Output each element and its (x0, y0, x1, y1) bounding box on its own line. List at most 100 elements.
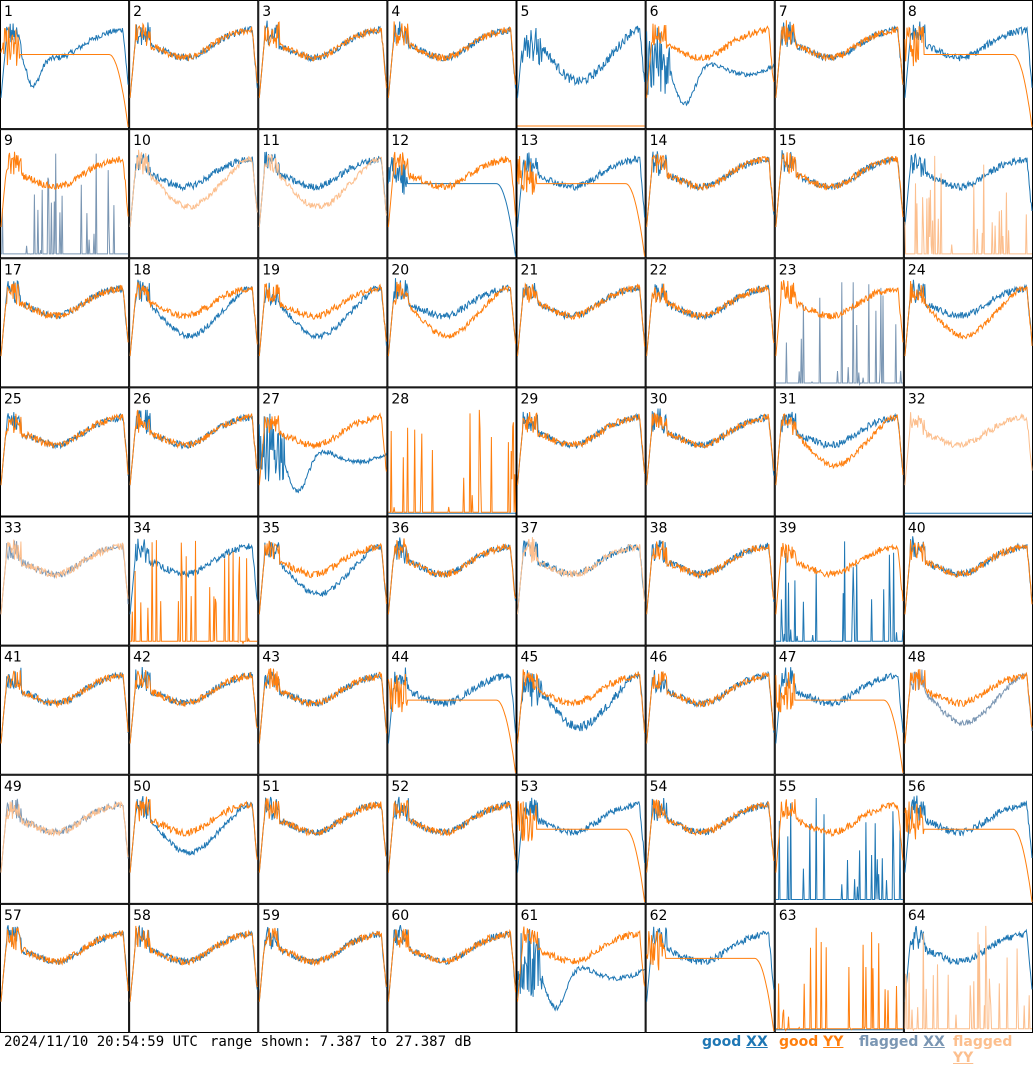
panel-frame (129, 0, 259, 130)
series-yy-line (775, 20, 904, 98)
panel-frame (645, 903, 775, 1033)
panel-label: 28 (391, 391, 409, 407)
panel-label: 54 (650, 779, 668, 795)
panel-31: 31 (774, 387, 904, 517)
panel-64: 64 (903, 903, 1033, 1033)
panel-label: 20 (391, 262, 409, 278)
panel-24: 24 (903, 258, 1033, 388)
panel-41: 41 (0, 645, 130, 775)
panel-label: 39 (779, 521, 797, 537)
series-xx-line (775, 541, 904, 642)
panel-9: 9 (0, 129, 130, 259)
panel-44: 44 (387, 645, 517, 775)
series-yy-line (904, 540, 1033, 615)
timestamp: 2024/11/10 20:54:59 UTC (4, 1034, 198, 1050)
panel-13: 13 (516, 129, 646, 259)
panel-label: 36 (391, 521, 409, 537)
panel-label: 61 (521, 908, 539, 924)
series-yy-line (904, 155, 1032, 255)
series-yy-line (904, 26, 1033, 128)
panel-label: 44 (391, 650, 409, 666)
panel-label: 33 (4, 521, 22, 537)
series-yy-line (646, 412, 775, 486)
series-yy-line (0, 413, 129, 486)
panel-label: 5 (521, 4, 530, 20)
panel-label: 60 (391, 908, 409, 924)
panel-label: 41 (4, 650, 22, 666)
series-yy-line (517, 801, 646, 902)
panel-21: 21 (516, 258, 646, 388)
series-xx-line (775, 797, 903, 900)
panel-label: 46 (650, 650, 668, 666)
panel-frame (0, 903, 130, 1033)
panel-label: 42 (133, 650, 151, 666)
series-yy-line (904, 412, 1033, 486)
series-yy-line (646, 799, 775, 873)
series-xx-line (517, 797, 646, 873)
series-xx-line (904, 669, 1033, 744)
series-yy-line (258, 798, 387, 873)
panel-frame (387, 516, 517, 646)
panel-35: 35 (258, 516, 388, 646)
panel-frame (645, 774, 775, 904)
panel-frame (903, 387, 1033, 517)
panel-5: 5 (516, 0, 646, 130)
series-yy-line (646, 153, 775, 228)
series-xx-line (258, 413, 387, 494)
series-yy-line (0, 800, 129, 873)
series-yy-line (775, 927, 903, 1032)
panel-frame (0, 0, 130, 130)
panel-frame (0, 774, 130, 904)
panel-label: 24 (908, 262, 926, 278)
panel-frame (774, 387, 904, 517)
panel-4: 4 (387, 0, 517, 130)
panel-label: 55 (779, 779, 797, 795)
panel-frame (645, 645, 775, 775)
panel-frame (258, 774, 388, 904)
series-xx-line (517, 928, 645, 1012)
panel-label: 9 (4, 133, 13, 149)
panel-label: 32 (908, 391, 926, 407)
panel-frame (258, 903, 388, 1033)
panel-label: 17 (4, 262, 22, 278)
panel-frame (0, 258, 130, 388)
panel-frame (258, 645, 388, 775)
series-yy-line (387, 800, 516, 873)
series-yy-line (904, 801, 1033, 902)
legend-good-yy: good YY (779, 1034, 844, 1050)
panel-frame (645, 516, 775, 646)
panel-60: 60 (387, 903, 517, 1033)
panel-14: 14 (645, 129, 775, 259)
panel-frame (516, 387, 646, 517)
panel-label: 51 (262, 779, 280, 795)
series-xx-line (387, 157, 516, 257)
panel-label: 59 (262, 908, 280, 924)
panel-frame (903, 0, 1033, 130)
panel-10: 10 (129, 129, 259, 259)
panel-8: 8 (903, 0, 1033, 130)
panel-frame (258, 516, 388, 646)
panel-6: 6 (645, 0, 775, 130)
series-yy-line (775, 542, 904, 615)
panel-49: 49 (0, 774, 130, 904)
panel-label: 48 (908, 650, 926, 666)
series-yy-line (387, 673, 516, 773)
panel-45: 45 (516, 645, 646, 775)
panel-frame (129, 387, 259, 517)
panel-label: 37 (521, 521, 539, 537)
panel-label: 2 (133, 4, 142, 20)
panel-frame (903, 774, 1033, 904)
panel-30: 30 (645, 387, 775, 517)
panel-frame (129, 258, 259, 388)
series-xx-line (517, 25, 646, 98)
panel-label: 11 (262, 133, 280, 149)
panel-frame (516, 516, 646, 646)
panel-label: 19 (262, 262, 280, 278)
panel-label: 63 (779, 908, 797, 924)
series-yy-line (646, 283, 775, 357)
panel-57: 57 (0, 903, 130, 1033)
panel-label: 52 (391, 779, 409, 795)
panel-2: 2 (129, 0, 259, 130)
panel-58: 58 (129, 903, 259, 1033)
panel-label: 57 (4, 908, 22, 924)
